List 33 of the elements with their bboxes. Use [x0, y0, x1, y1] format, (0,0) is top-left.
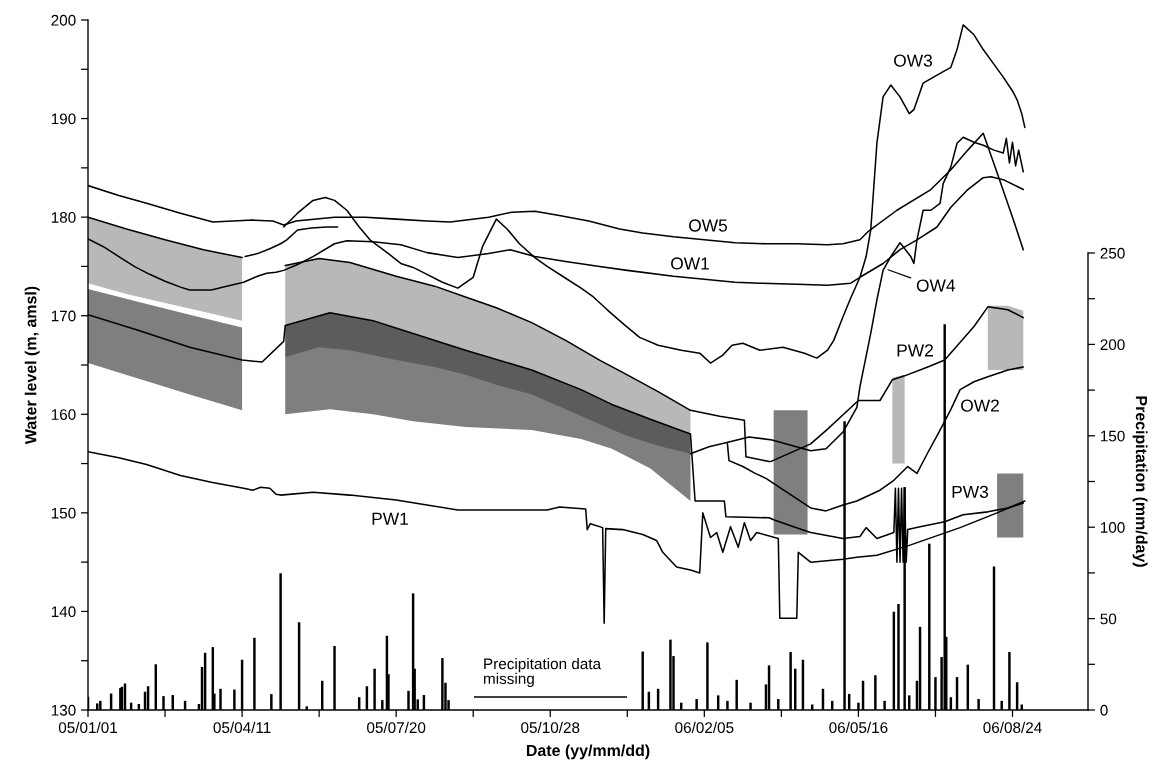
- annotation: Precipitation data missing: [484, 657, 602, 688]
- series-label: OW3: [894, 54, 933, 67]
- y-tick-label: 200: [51, 14, 76, 26]
- y2-tick-label: 100: [1100, 522, 1125, 533]
- y-tick-label: 140: [51, 606, 76, 618]
- y-tick-label: 170: [51, 310, 76, 322]
- x-tick-label: 06/08/24: [983, 721, 1042, 734]
- y-tick-label: 160: [51, 409, 76, 420]
- legend-label: OW4: [916, 279, 956, 292]
- y2-tick-label: 250: [1100, 247, 1125, 259]
- x-tick-label: 05/01/01: [58, 721, 117, 734]
- y2-tick-label: 50: [1100, 613, 1117, 625]
- x-axis-title: Date (yy/mm/dd): [526, 744, 650, 760]
- y2-tick-label: 200: [1100, 339, 1125, 351]
- x-tick-label: 06/02/05: [675, 721, 734, 734]
- x-tick-label: 05/10/28: [521, 721, 580, 734]
- y-tick-label: 150: [51, 507, 76, 519]
- y-tick-label: 130: [51, 704, 76, 716]
- x-tick-label: 05/07/20: [367, 721, 426, 734]
- y-tick-label: 180: [51, 212, 76, 223]
- series-label: PW2: [897, 344, 933, 357]
- x-tick-label: 06/05/16: [829, 721, 888, 734]
- y2-tick-label: 150: [1100, 430, 1125, 442]
- series-label: PW1: [372, 512, 408, 525]
- x-tick-label: 05/04/11: [213, 721, 271, 734]
- series-label: OW1: [671, 257, 709, 270]
- y2-axis-title: Precipitation (mm/day): [1132, 396, 1148, 567]
- series-label: OW5: [689, 219, 728, 232]
- y-tick-label: 190: [51, 113, 76, 125]
- y2-tick-label: 0: [1100, 704, 1108, 716]
- series-label: PW3: [952, 485, 989, 498]
- y-axis-title: Water level (m, amsl): [24, 286, 40, 445]
- series-label: OW2: [961, 399, 999, 412]
